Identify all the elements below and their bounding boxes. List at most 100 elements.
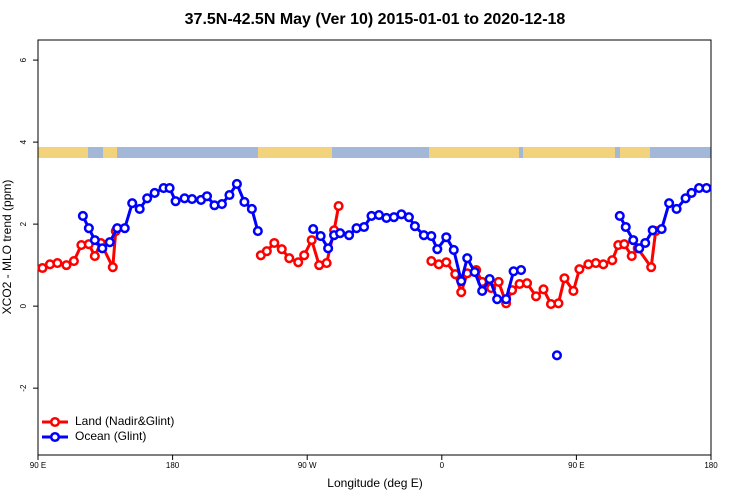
point [323,243,334,254]
point [299,250,310,261]
point [119,223,130,234]
point [358,221,370,233]
point [538,284,549,295]
x-tick-label: 180 [166,461,180,470]
point [640,237,651,249]
point [344,230,355,241]
point [61,260,72,271]
point [469,267,480,278]
point [614,210,625,221]
point [598,259,609,270]
y-tick-label: 4 [19,139,28,144]
point [68,255,79,267]
x-tick-label: 90 E [30,461,46,470]
point [441,232,452,243]
legend-marker [49,416,61,428]
legend-label: Ocean (Glint) [75,429,146,443]
point [107,262,118,273]
point [239,196,250,208]
point [521,278,533,289]
point [224,189,235,201]
point [626,251,637,262]
chart-title: 37.5N-42.5N May (Ver 10) 2015-01-01 to 2… [185,11,566,28]
point [134,203,145,215]
point [492,294,503,305]
point [170,196,181,207]
point [484,274,495,285]
legend-marker [49,431,61,443]
point [97,243,108,254]
x-axis-label: Longitude (deg E) [327,476,422,490]
point [607,255,618,266]
point [104,237,115,248]
point [493,276,504,287]
point [516,265,527,276]
plot-frame [37,39,712,456]
point [646,262,657,273]
point [261,246,272,257]
point [284,253,295,264]
point [628,235,639,246]
x-tick-label: 90 W [298,461,317,470]
point [456,276,467,287]
point [647,225,658,236]
point [276,244,287,255]
point [671,203,682,215]
point [574,264,585,275]
y-axis-label: XCO2 - MLO trend (ppm) [0,180,14,315]
point [201,191,213,202]
point [83,223,94,234]
point [664,198,675,209]
point [231,178,242,189]
y-tick-label: 2 [19,221,28,226]
point [306,235,317,246]
point [456,287,467,298]
point [77,210,88,221]
point [426,230,437,242]
point [308,223,319,235]
point [620,221,631,233]
point [293,257,304,268]
series-line [41,205,658,308]
point [686,187,697,199]
point [462,253,473,264]
point [701,182,712,194]
point [448,244,459,256]
point [559,273,570,284]
y-tick-label: -2 [19,384,28,392]
point [568,285,579,297]
point [142,193,153,204]
point [216,198,228,210]
point [127,198,138,209]
point [246,203,257,215]
point [164,182,175,194]
point [553,298,564,309]
point [321,258,332,269]
point [634,243,645,254]
x-tick-label: 0 [440,461,445,470]
point [335,228,346,239]
legend-label: Land (Nadir&Glint) [75,414,174,428]
point [477,285,488,297]
point [315,230,326,242]
point [186,194,198,205]
point [333,201,344,212]
point [680,193,691,204]
point [501,294,512,305]
y-tick-label: 0 [19,303,28,308]
point [52,258,63,269]
point [619,239,630,250]
point [551,350,563,361]
point [403,212,414,223]
point [409,221,420,232]
point [656,223,667,235]
point [252,226,263,237]
point [432,244,443,255]
point [530,291,542,302]
y-tick-label: 6 [19,57,28,62]
x-tick-label: 90 E [568,461,584,470]
point [441,257,452,268]
point [37,262,48,274]
map-strip [38,147,711,158]
